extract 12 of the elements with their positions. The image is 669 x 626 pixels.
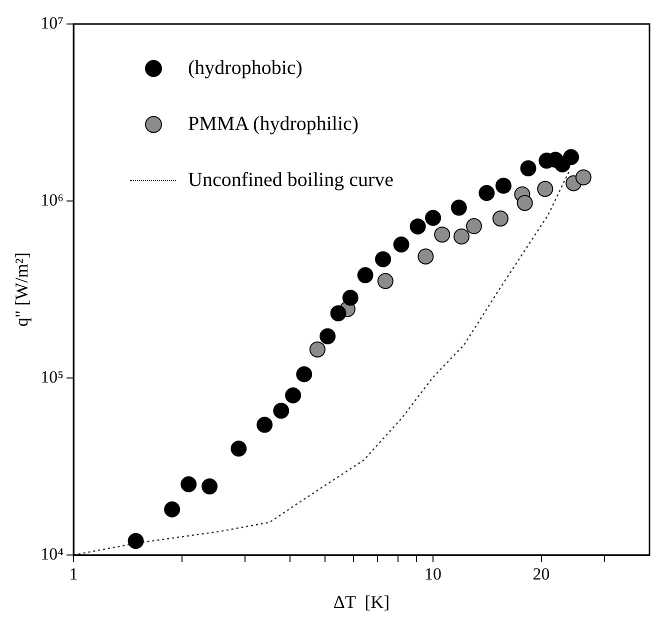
legend-label: (hydrophobic) xyxy=(188,56,302,80)
y-tick-label: 10⁴ xyxy=(40,544,64,564)
x-tick-label: 1 xyxy=(69,564,78,584)
legend-label: Unconfined boiling curve xyxy=(188,168,394,192)
y-tick-label: 10⁶ xyxy=(40,190,64,210)
legend-label: PMMA (hydrophilic) xyxy=(188,112,359,136)
x-tick-label: 10 xyxy=(424,564,442,584)
y-axis-title: q" [W/m²] xyxy=(12,252,32,327)
x-tick-label: 20 xyxy=(532,564,550,584)
x-axis-title: ΔT [K] xyxy=(333,592,390,612)
y-tick-label: 10⁵ xyxy=(40,367,64,386)
y-tick-label: 10⁷ xyxy=(40,13,64,32)
